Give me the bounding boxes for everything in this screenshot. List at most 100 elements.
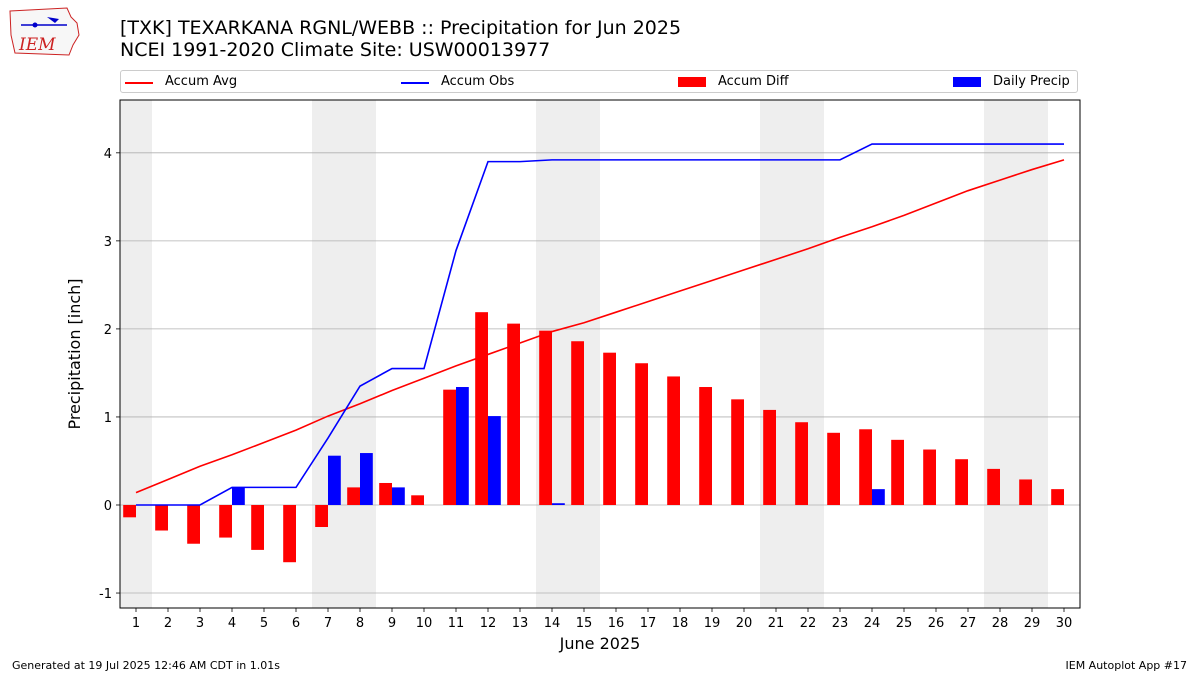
x-tick-label: 26 <box>928 616 945 631</box>
x-tick-label: 18 <box>672 616 689 631</box>
x-tick-label: 1 <box>132 616 140 631</box>
x-tick-label: 16 <box>608 616 625 631</box>
accum-diff-bar <box>1019 479 1032 505</box>
accum-diff-bar <box>667 376 680 505</box>
weekend-shade <box>792 100 824 608</box>
accum-obs-line <box>136 143 1064 506</box>
y-tick-label: 3 <box>104 235 112 250</box>
daily-precip-bar <box>328 455 341 505</box>
x-tick-label: 13 <box>512 616 529 631</box>
footer-generated: Generated at 19 Jul 2025 12:46 AM CDT in… <box>12 659 280 672</box>
accum-diff-bar <box>315 504 328 528</box>
accum-diff-bar <box>347 487 360 505</box>
daily-precip-bar <box>360 453 373 505</box>
plot-frame <box>119 99 1081 609</box>
x-tick-label: 5 <box>260 616 268 631</box>
legend-swatch <box>125 82 153 84</box>
footer-app: IEM Autoplot App #17 <box>1065 659 1188 672</box>
logo-text: IEM <box>18 35 56 55</box>
y-tick-label: 2 <box>104 323 112 338</box>
legend-label: Accum Avg <box>165 74 238 89</box>
x-tick-label: 30 <box>1056 616 1073 631</box>
x-tick-label: 6 <box>292 616 300 631</box>
legend-swatch <box>401 82 429 84</box>
weekend-shade <box>760 100 792 608</box>
accum-diff-bar <box>123 504 136 518</box>
weekend-shade <box>120 100 152 608</box>
legend-label: Daily Precip <box>993 74 1070 89</box>
x-tick-label: 29 <box>1024 616 1041 631</box>
accum-diff-bar <box>731 399 744 505</box>
accum-diff-bar <box>251 504 264 550</box>
x-tick-label: 8 <box>356 616 364 631</box>
y-tick-label: 1 <box>104 411 112 426</box>
x-tick-label: 12 <box>480 616 497 631</box>
accum-diff-bar <box>1051 489 1064 505</box>
legend-label: Accum Obs <box>441 74 515 89</box>
chart-title: [TXK] TEXARKANA RGNL/WEBB :: Precipitati… <box>120 17 682 39</box>
x-axis-label: June 2025 <box>559 634 641 653</box>
x-tick-label: 28 <box>992 616 1009 631</box>
accum-diff-bar <box>539 330 552 505</box>
accum-diff-bar <box>475 312 488 505</box>
daily-precip-bar <box>456 387 469 505</box>
y-axis-label: Precipitation [inch] <box>65 278 84 429</box>
legend: Accum Avg Accum Obs Accum Diff Daily Pre… <box>120 70 1078 93</box>
accum-diff-bar <box>635 363 648 505</box>
accum-diff-bar <box>763 409 776 505</box>
accum-diff-bar <box>699 387 712 505</box>
x-tick-label: 27 <box>960 616 977 631</box>
x-tick-label: 14 <box>544 616 561 631</box>
accum-diff-bar <box>411 495 424 505</box>
x-tick-label: 23 <box>832 616 849 631</box>
accum-diff-bar <box>795 422 808 505</box>
daily-precip-bar <box>232 487 245 505</box>
legend-swatch <box>678 77 706 87</box>
weekend-shade <box>984 100 1016 608</box>
x-tick-label: 22 <box>800 616 817 631</box>
legend-label: Accum Diff <box>718 74 789 89</box>
weekend-shade <box>344 100 376 608</box>
legend-swatch <box>953 77 981 87</box>
x-tick-label: 9 <box>388 616 396 631</box>
daily-precip-bar <box>552 503 565 505</box>
accum-diff-bar <box>891 439 904 505</box>
accum-diff-bar <box>859 429 872 505</box>
daily-precip-bar <box>488 416 501 505</box>
iem-logo: IEM <box>9 7 80 56</box>
weekend-shade <box>312 100 344 608</box>
accum-diff-bar <box>987 468 1000 505</box>
daily-precip-bar <box>872 489 885 505</box>
accum-diff-bar <box>571 341 584 505</box>
y-tick-label: 0 <box>104 499 112 514</box>
accum-diff-bar <box>827 432 840 505</box>
accum-diff-bar <box>507 323 520 505</box>
accum-diff-bar <box>443 389 456 505</box>
x-tick-label: 15 <box>576 616 593 631</box>
accum-diff-bar <box>187 504 200 544</box>
x-tick-label: 24 <box>864 616 881 631</box>
x-tick-label: 21 <box>768 616 785 631</box>
accum-diff-bar <box>283 504 296 563</box>
accum-diff-bar <box>219 504 232 538</box>
x-tick-label: 3 <box>196 616 204 631</box>
accum-diff-bar <box>923 449 936 505</box>
x-tick-label: 10 <box>416 616 433 631</box>
x-tick-label: 25 <box>896 616 913 631</box>
y-tick-label: 4 <box>104 147 112 162</box>
x-tick-label: 19 <box>704 616 721 631</box>
accum-avg-line <box>135 159 1065 494</box>
weekend-shade <box>1016 100 1048 608</box>
daily-precip-bar <box>392 487 405 505</box>
x-tick-label: 4 <box>228 616 236 631</box>
accum-diff-bar <box>155 504 168 531</box>
accum-diff-bar <box>955 459 968 505</box>
chart-subtitle: NCEI 1991-2020 Climate Site: USW00013977 <box>120 39 551 61</box>
accum-diff-bar <box>603 352 616 505</box>
x-tick-label: 7 <box>324 616 332 631</box>
accum-diff-bar <box>379 482 392 505</box>
y-tick-label: -1 <box>99 587 112 602</box>
x-tick-label: 17 <box>640 616 657 631</box>
x-tick-label: 2 <box>164 616 172 631</box>
